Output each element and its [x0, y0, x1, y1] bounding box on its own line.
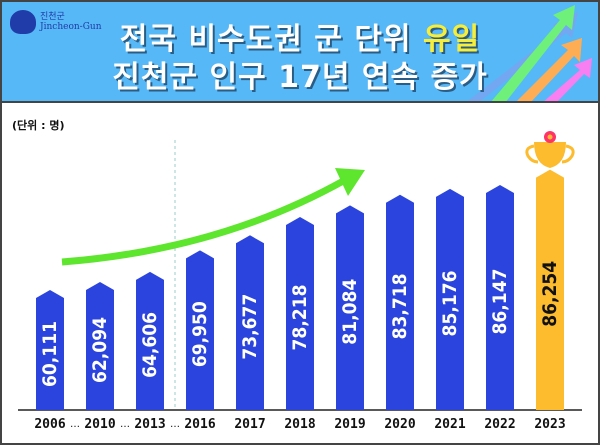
logo-name: 진천군 — [40, 12, 65, 22]
x-tick-label: 2006 — [34, 417, 65, 432]
value-label: 85,176 — [439, 270, 461, 336]
bar-2021: 85,176 — [436, 188, 464, 410]
decorative-arrows-icon — [467, 5, 592, 101]
value-label: 86,254 — [539, 261, 561, 327]
bar — [436, 188, 464, 410]
bar — [336, 205, 364, 410]
x-tick-label: 2022 — [484, 417, 515, 432]
separator: … — [120, 419, 130, 430]
value-label: 64,606 — [139, 312, 161, 378]
bar — [286, 216, 314, 410]
x-tick-label: 2016 — [184, 417, 215, 432]
logo: 진천군 Jincheon-Gun — [10, 10, 101, 34]
x-tick-label: 2020 — [384, 417, 415, 432]
bar — [486, 185, 514, 410]
bar-2006: 60,111 — [36, 290, 64, 410]
x-tick-label: 2021 — [434, 417, 465, 432]
banner: 진천군 Jincheon-Gun 전국 비수도권 군 단위 유일 진천군 인구 1… — [0, 0, 600, 103]
value-label: 69,950 — [189, 301, 211, 367]
value-label: 81,084 — [339, 279, 361, 345]
x-tick-label: 2023 — [534, 417, 565, 432]
logo-mark-icon — [10, 10, 36, 34]
value-label: 78,218 — [289, 285, 311, 351]
x-tick-label: 2018 — [284, 417, 315, 432]
bar — [386, 194, 414, 410]
bar-2017: 73,677 — [236, 235, 264, 410]
x-tick-label: 2017 — [234, 417, 265, 432]
bar-2018: 78,218 — [286, 216, 314, 410]
bar — [236, 235, 264, 410]
value-label: 62,094 — [89, 317, 111, 383]
value-label: 86,147 — [489, 269, 511, 335]
logo-roman: Jincheon-Gun — [40, 22, 102, 32]
trophy-icon — [525, 131, 575, 168]
bar — [186, 250, 214, 410]
bar-2022: 86,147 — [486, 185, 514, 410]
value-label: 60,111 — [39, 321, 61, 387]
bar — [86, 282, 114, 410]
trend-arrow-icon — [61, 168, 365, 266]
bar-2013: 64,606 — [136, 271, 164, 410]
x-tick-label: 2013 — [134, 417, 165, 432]
x-tick-label: 2019 — [334, 417, 365, 432]
bar-2016: 69,950 — [186, 250, 214, 410]
unit-label: (단위 : 명) — [12, 119, 65, 132]
bar-2023: 86,254 — [536, 169, 564, 410]
value-label: 83,718 — [389, 273, 411, 339]
bar-2010: 62,094 — [86, 282, 114, 410]
bar-2020: 83,718 — [386, 194, 414, 410]
bar — [136, 271, 164, 410]
x-tick-label: 2010 — [84, 417, 115, 432]
title-line-1: 전국 비수도권 군 단위 유일 — [119, 22, 481, 57]
title-line-2: 진천군 인구 17년 연속 증가 — [112, 60, 488, 95]
value-label: 73,677 — [239, 294, 261, 360]
bar-2019: 81,084 — [336, 205, 364, 410]
separator: … — [70, 419, 80, 430]
separator: … — [170, 419, 180, 430]
bar — [536, 169, 564, 410]
bar — [36, 290, 64, 410]
